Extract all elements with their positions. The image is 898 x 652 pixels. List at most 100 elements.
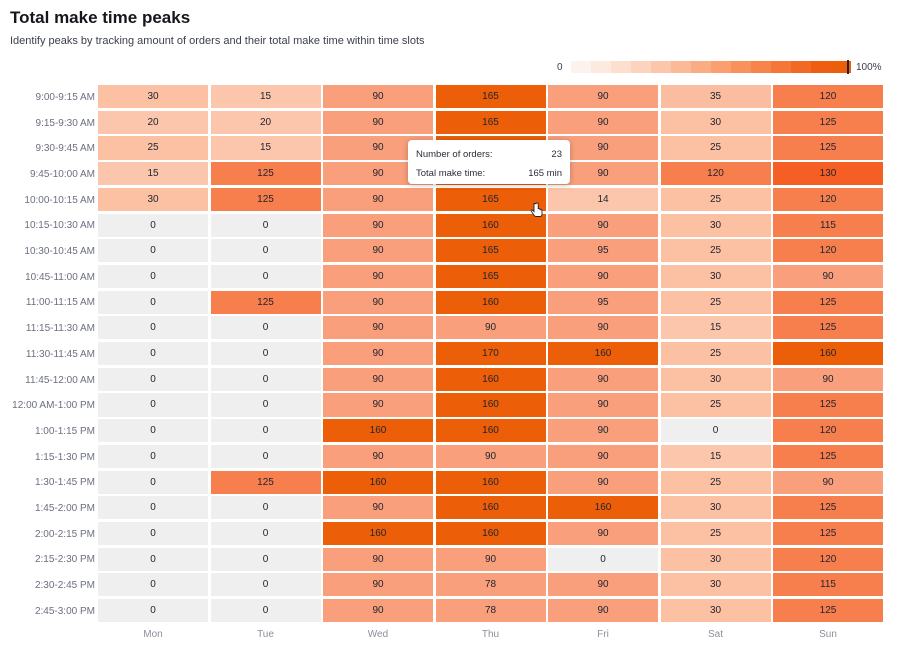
heatmap-cell[interactable]: 115 — [773, 213, 883, 237]
heatmap-cell[interactable]: 30 — [98, 187, 208, 211]
heatmap-cell[interactable]: 160 — [435, 521, 546, 546]
heatmap-cell[interactable]: 15 — [210, 136, 321, 160]
heatmap-cell[interactable]: 125 — [773, 444, 883, 468]
heatmap-cell[interactable]: 120 — [773, 187, 883, 211]
heatmap-cell[interactable]: 165 — [435, 239, 546, 263]
heatmap-cell[interactable]: 160 — [435, 419, 546, 443]
heatmap-cell[interactable]: 0 — [98, 290, 208, 314]
heatmap-cell[interactable]: 0 — [210, 573, 321, 597]
heatmap-cell[interactable]: 14 — [548, 187, 658, 211]
heatmap-cell[interactable]: 0 — [210, 393, 321, 417]
heatmap-cell[interactable]: 30 — [660, 573, 771, 597]
heatmap-cell[interactable]: 125 — [210, 162, 321, 186]
heatmap-cell[interactable]: 30 — [660, 367, 771, 391]
heatmap-cell[interactable]: 25 — [660, 521, 771, 546]
heatmap-cell[interactable]: 0 — [210, 521, 321, 546]
heatmap-cell[interactable]: 125 — [773, 136, 883, 160]
heatmap-cell[interactable]: 160 — [773, 342, 883, 366]
heatmap-cell[interactable]: 0 — [98, 419, 208, 443]
heatmap-cell[interactable]: 25 — [660, 470, 771, 494]
heatmap-cell[interactable]: 125 — [773, 290, 883, 314]
heatmap-cell[interactable]: 30 — [98, 85, 208, 109]
heatmap-cell[interactable]: 90 — [548, 264, 658, 289]
heatmap-cell[interactable]: 90 — [548, 444, 658, 468]
heatmap-cell[interactable]: 125 — [210, 290, 321, 314]
heatmap-cell[interactable]: 125 — [773, 599, 883, 623]
heatmap-cell[interactable]: 90 — [323, 496, 433, 520]
heatmap-cell[interactable]: 90 — [323, 110, 433, 134]
heatmap-cell[interactable]: 95 — [548, 239, 658, 263]
heatmap-cell[interactable]: 120 — [773, 419, 883, 443]
heatmap-cell[interactable]: 165 — [435, 110, 546, 134]
heatmap-cell[interactable]: 90 — [548, 521, 658, 546]
heatmap-cell[interactable]: 125 — [773, 110, 883, 134]
heatmap-cell[interactable]: 170 — [435, 342, 546, 366]
heatmap-cell[interactable]: 0 — [98, 367, 208, 391]
heatmap-cell[interactable]: 125 — [773, 316, 883, 340]
heatmap-cell[interactable]: 25 — [660, 187, 771, 211]
heatmap-cell[interactable]: 30 — [660, 213, 771, 237]
heatmap-cell[interactable]: 15 — [210, 85, 321, 109]
heatmap-cell[interactable]: 15 — [660, 444, 771, 468]
heatmap-cell[interactable]: 78 — [435, 573, 546, 597]
heatmap-cell[interactable]: 90 — [323, 393, 433, 417]
heatmap-cell[interactable]: 0 — [98, 470, 208, 494]
heatmap-cell[interactable]: 0 — [210, 239, 321, 263]
heatmap-cell[interactable]: 90 — [548, 136, 658, 160]
heatmap-cell[interactable]: 0 — [98, 264, 208, 289]
heatmap-cell[interactable]: 35 — [660, 85, 771, 109]
heatmap-cell[interactable]: 160 — [435, 213, 546, 237]
heatmap-cell[interactable]: 0 — [210, 342, 321, 366]
heatmap-cell[interactable]: 90 — [323, 264, 433, 289]
heatmap-cell[interactable]: 0 — [210, 599, 321, 623]
heatmap-cell[interactable]: 0 — [210, 213, 321, 237]
heatmap-cell[interactable]: 25 — [660, 290, 771, 314]
heatmap-cell[interactable]: 90 — [323, 213, 433, 237]
heatmap-cell[interactable]: 90 — [548, 393, 658, 417]
heatmap-cell[interactable]: 30 — [660, 496, 771, 520]
heatmap-cell[interactable]: 90 — [773, 367, 883, 391]
heatmap-cell[interactable]: 90 — [435, 444, 546, 468]
heatmap-cell[interactable]: 115 — [773, 573, 883, 597]
heatmap-cell[interactable]: 90 — [548, 162, 658, 186]
heatmap-cell[interactable]: 160 — [323, 419, 433, 443]
heatmap-cell[interactable]: 125 — [210, 187, 321, 211]
heatmap-cell[interactable]: 90 — [323, 290, 433, 314]
heatmap-cell[interactable]: 120 — [773, 547, 883, 571]
heatmap-cell[interactable]: 90 — [548, 367, 658, 391]
heatmap-cell[interactable]: 30 — [660, 110, 771, 134]
heatmap-cell[interactable]: 0 — [98, 547, 208, 571]
heatmap-cell[interactable]: 90 — [548, 213, 658, 237]
heatmap-cell[interactable]: 90 — [773, 470, 883, 494]
heatmap-cell[interactable]: 165 — [435, 85, 546, 109]
heatmap-cell[interactable]: 90 — [548, 470, 658, 494]
heatmap-cell[interactable]: 125 — [773, 496, 883, 520]
heatmap-cell[interactable]: 160 — [435, 470, 546, 494]
heatmap-cell[interactable]: 0 — [98, 213, 208, 237]
heatmap-cell[interactable]: 90 — [323, 444, 433, 468]
heatmap-cell[interactable]: 78 — [435, 599, 546, 623]
heatmap-cell[interactable]: 90 — [323, 599, 433, 623]
heatmap-cell[interactable]: 90 — [323, 85, 433, 109]
heatmap-cell[interactable]: 25 — [98, 136, 208, 160]
heatmap-cell[interactable]: 0 — [98, 316, 208, 340]
heatmap-cell[interactable]: 90 — [323, 573, 433, 597]
heatmap-cell[interactable]: 125 — [773, 521, 883, 546]
heatmap-cell[interactable]: 0 — [98, 393, 208, 417]
heatmap-cell[interactable]: 160 — [323, 470, 433, 494]
heatmap-cell[interactable]: 90 — [323, 342, 433, 366]
heatmap-cell[interactable]: 0 — [210, 547, 321, 571]
heatmap-cell[interactable]: 90 — [323, 547, 433, 571]
heatmap-cell[interactable]: 90 — [773, 264, 883, 289]
heatmap-cell[interactable]: 90 — [548, 85, 658, 109]
heatmap-cell[interactable]: 0 — [98, 496, 208, 520]
heatmap-cell[interactable]: 30 — [660, 599, 771, 623]
heatmap-cell[interactable]: 125 — [210, 470, 321, 494]
heatmap-cell[interactable]: 0 — [548, 547, 658, 571]
heatmap-cell[interactable]: 0 — [210, 444, 321, 468]
heatmap-cell[interactable]: 90 — [323, 316, 433, 340]
heatmap-cell[interactable]: 0 — [210, 367, 321, 391]
heatmap-cell[interactable]: 160 — [435, 393, 546, 417]
heatmap-cell[interactable]: 90 — [435, 316, 546, 340]
heatmap-cell[interactable]: 160 — [323, 521, 433, 546]
